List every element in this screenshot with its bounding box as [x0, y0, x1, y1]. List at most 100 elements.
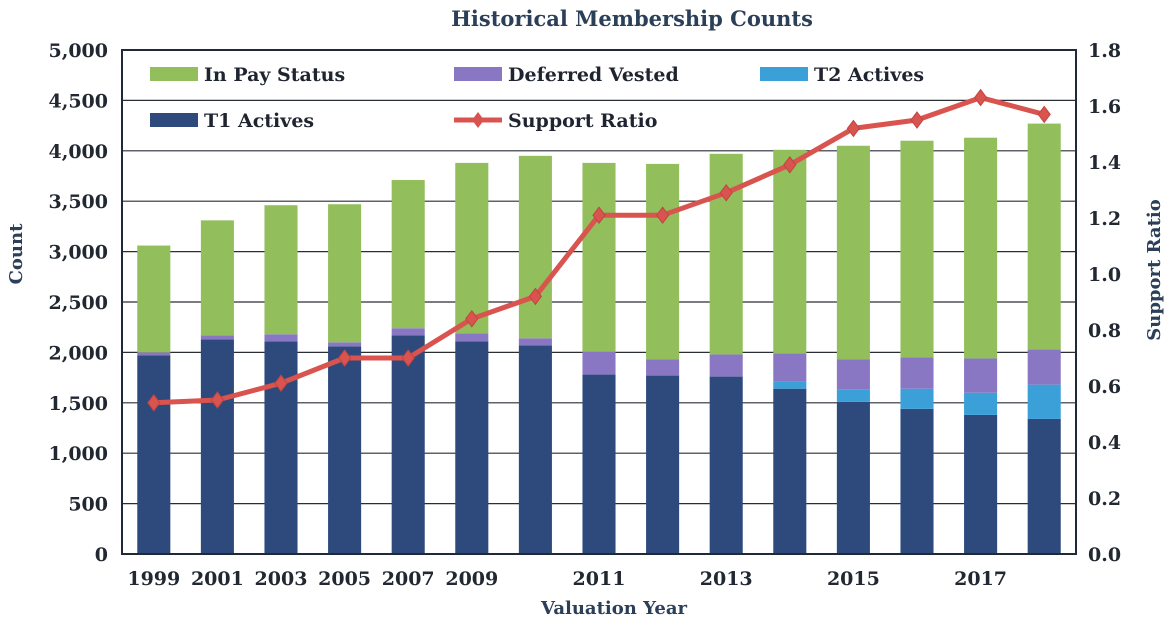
bar-t1-actives-2005: [328, 346, 362, 554]
y-tick-label: 500: [68, 494, 108, 516]
x-tick-label: 2003: [255, 568, 308, 590]
x-tick-label: 2013: [700, 568, 753, 590]
y-tick-label: 4,000: [49, 141, 109, 163]
bar-t1-actives-2015: [836, 401, 870, 554]
x-tick-label: 2005: [318, 568, 371, 590]
y2-tick-label: 0.4: [1088, 432, 1121, 454]
bar-in-pay-status-2017: [964, 137, 998, 359]
support-ratio-marker-2013: [719, 183, 733, 202]
bar-deferred-vested-2009: [455, 333, 489, 342]
left-axis-ticks: 0 500 1,000 1,500 2,000 2,500 3,000 3,500 4,000 4…: [49, 40, 109, 566]
y2-axis-label: Support Ratio: [1144, 199, 1165, 341]
bar-in-pay-status-2010: [518, 155, 552, 339]
bar-t2-actives-2014: [773, 381, 807, 389]
bar-deferred-vested-2012: [646, 359, 680, 376]
legend-swatch-t1-actives: [150, 113, 198, 127]
legend-label-support-ratio: Support Ratio: [508, 110, 657, 132]
bar-in-pay-status-2012: [646, 163, 680, 360]
y-tick-label: 4,500: [49, 90, 109, 112]
support-ratio-marker-2015: [846, 119, 861, 138]
legend-label-in-pay-status: In Pay Status: [204, 64, 345, 86]
bar-t1-actives-2012: [646, 375, 680, 554]
x-tick-label: 2011: [573, 568, 626, 590]
legend-swatch-t2-actives: [760, 67, 808, 81]
bar-t1-actives-2003: [264, 341, 298, 554]
bar-stacks: [137, 123, 1061, 554]
y-tick-label: 1,500: [49, 393, 109, 415]
bar-t1-actives-2007: [391, 335, 425, 554]
bar-in-pay-status-2003: [264, 205, 298, 335]
legend-label-t2-actives: T2 Actives: [814, 64, 924, 86]
support-ratio-marker-2017: [973, 88, 988, 107]
y2-tick-label: 1.8: [1088, 40, 1121, 62]
bar-in-pay-status-2014: [773, 149, 807, 354]
bar-deferred-vested-1999: [137, 352, 171, 356]
support-ratio-marker-2005: [337, 349, 352, 367]
right-axis-ticks: 0.0 0.2 0.4 0.6 0.8 1.0 1.2 1.4 1.6 1.8: [1088, 40, 1121, 566]
bar-deferred-vested-2005: [328, 342, 362, 347]
y2-tick-label: 0.0: [1088, 544, 1121, 566]
y-tick-label: 0: [95, 544, 108, 566]
support-ratio-line: [147, 88, 1051, 412]
y2-tick-label: 0.2: [1088, 488, 1121, 510]
bar-in-pay-status-2009: [455, 162, 489, 334]
legend-label-deferred-vested: Deferred Vested: [508, 64, 679, 86]
support-ratio-marker-2016: [910, 111, 924, 129]
y-tick-label: 3,000: [49, 242, 109, 264]
bar-in-pay-status-2007: [391, 180, 425, 329]
bar-deferred-vested-2003: [264, 334, 298, 342]
bar-t1-actives-2016: [900, 408, 934, 554]
bar-t1-actives-1999: [137, 355, 171, 554]
bar-t2-actives-2016: [900, 388, 934, 409]
y2-tick-label: 1.2: [1088, 208, 1121, 230]
bar-t1-actives-2010: [518, 345, 552, 554]
bar-t1-actives-2017: [964, 414, 998, 554]
bar-deferred-vested-2016: [900, 357, 934, 389]
bar-t2-actives-2015: [836, 389, 870, 402]
x-axis-ticks: 1999 2001 2003 2005 2007 2009 2011 2013 2015 2017: [127, 568, 1007, 590]
bar-deferred-vested-2014: [773, 353, 807, 382]
bar-deferred-vested-2013: [709, 354, 743, 377]
x-tick-label: 1999: [127, 568, 180, 590]
bar-deferred-vested-2007: [391, 328, 425, 336]
y-axis-label: Count: [6, 223, 27, 285]
y2-tick-label: 0.8: [1088, 320, 1121, 342]
support-ratio-marker-2001: [210, 391, 225, 409]
bar-t1-actives-2018: [1027, 418, 1061, 554]
bar-t1-actives-2011: [582, 374, 616, 554]
bar-in-pay-status-2001: [200, 220, 234, 336]
legend: In Pay Status Deferred Vested T2 Actives T1…: [150, 64, 924, 132]
support-ratio-marker-2014: [783, 155, 797, 174]
support-ratio-marker-1999: [147, 393, 161, 412]
x-tick-label: 2007: [382, 568, 435, 590]
bar-deferred-vested-2010: [518, 338, 552, 346]
bar-t2-actives-2018: [1027, 384, 1061, 419]
legend-label-t1-actives: T1 Actives: [204, 110, 314, 132]
bar-in-pay-status-2013: [709, 153, 743, 355]
bar-deferred-vested-2015: [836, 359, 870, 390]
bar-t2-actives-2017: [964, 392, 998, 415]
bar-deferred-vested-2001: [200, 335, 234, 340]
y2-tick-label: 0.6: [1088, 376, 1121, 398]
support-ratio-marker-2003: [274, 374, 288, 393]
support-ratio-marker-2012: [655, 206, 670, 225]
y-tick-label: 3,500: [49, 191, 109, 213]
support-ratio-marker-2007: [401, 349, 415, 367]
y-tick-label: 2,500: [49, 292, 109, 314]
y-tick-label: 5,000: [49, 40, 109, 62]
bar-in-pay-status-2005: [328, 204, 362, 343]
support-ratio-marker-2011: [592, 206, 606, 225]
x-tick-label: 2009: [445, 568, 498, 590]
plot-area-frame: [121, 49, 1077, 555]
legend-marker-support-ratio: [472, 112, 484, 128]
y2-tick-label: 1.6: [1088, 96, 1121, 118]
bar-t1-actives-2009: [455, 341, 489, 554]
x-tick-label: 2015: [827, 568, 880, 590]
bar-t1-actives-2013: [709, 376, 743, 554]
legend-swatch-in-pay-status: [150, 67, 198, 81]
bar-deferred-vested-2011: [582, 351, 616, 375]
y2-tick-label: 1.0: [1088, 264, 1121, 286]
bar-deferred-vested-2018: [1027, 349, 1061, 385]
y2-tick-label: 1.4: [1088, 152, 1121, 174]
